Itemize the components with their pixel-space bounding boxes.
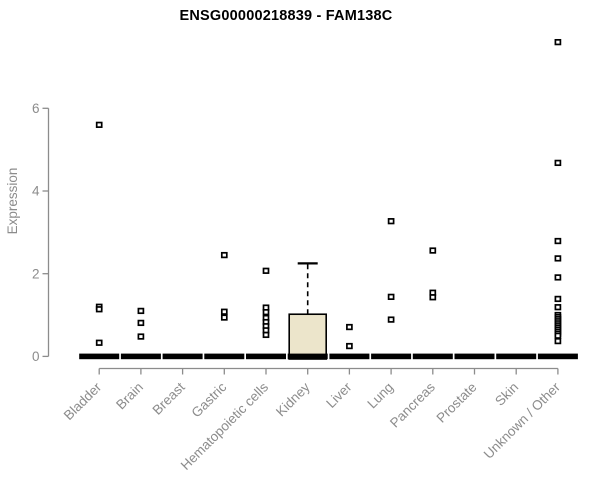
y-tick-label: 0 (32, 349, 40, 364)
median-bar (496, 353, 537, 360)
box (288, 313, 328, 360)
outlier-marker (554, 295, 562, 303)
chart-title: ENSG00000218839 - FAM138C (179, 8, 393, 24)
outlier-marker (554, 237, 562, 245)
median-bar (246, 353, 286, 360)
x-tick-label: Unknown / Other (481, 379, 564, 462)
median-bar (454, 353, 495, 360)
outlier-marker (346, 323, 353, 331)
outlier-marker (554, 274, 562, 281)
outlier-marker (95, 306, 103, 313)
outlier-marker (429, 294, 437, 301)
outlier-marker (387, 293, 395, 301)
x-tick-label: Skin (492, 380, 521, 409)
outlier-marker (554, 159, 562, 167)
y-tick-label: 4 (32, 184, 40, 199)
x-tick-label: Pancreas (387, 379, 438, 430)
x-tick-label: Prostate (433, 380, 479, 426)
outlier-marker (262, 331, 270, 339)
median-bar (79, 353, 120, 360)
outlier-marker (137, 307, 145, 315)
median-bar (204, 353, 245, 360)
outlier-marker (95, 121, 103, 128)
outlier-marker (387, 316, 395, 323)
outlier-marker (137, 319, 145, 327)
y-tick-label: 2 (32, 266, 40, 281)
outlier-marker (554, 332, 562, 339)
x-tick-label: Bladder (61, 379, 105, 423)
median-bar (537, 353, 578, 360)
outlier-marker (220, 314, 228, 321)
median-bar (287, 353, 328, 360)
x-tick-label: Lung (364, 380, 396, 412)
outlier-marker (262, 267, 270, 274)
outlier-marker (346, 342, 353, 350)
median-bar (412, 353, 453, 360)
outlier-marker (554, 255, 562, 262)
median-bar (120, 353, 161, 360)
outlier-marker (95, 339, 103, 346)
outlier-marker (220, 308, 228, 315)
outlier-marker (554, 304, 562, 311)
outlier-marker (429, 247, 437, 254)
x-tick-label: Gastric (189, 379, 230, 420)
outlier-marker (554, 337, 562, 345)
y-tick-label: 6 (32, 101, 40, 116)
outlier-marker (554, 38, 562, 46)
x-tick-label: Liver (323, 379, 355, 411)
median-bar (371, 353, 412, 360)
outlier-marker (262, 309, 270, 316)
outlier-marker (137, 333, 145, 340)
outlier-marker (220, 251, 228, 259)
median-bar (329, 353, 370, 360)
outlier-marker (387, 218, 395, 225)
x-tick-label: Brain (113, 380, 146, 413)
x-tick-label: Breast (150, 379, 188, 417)
median-bar (162, 353, 203, 360)
x-tick-label: Kidney (273, 379, 313, 419)
